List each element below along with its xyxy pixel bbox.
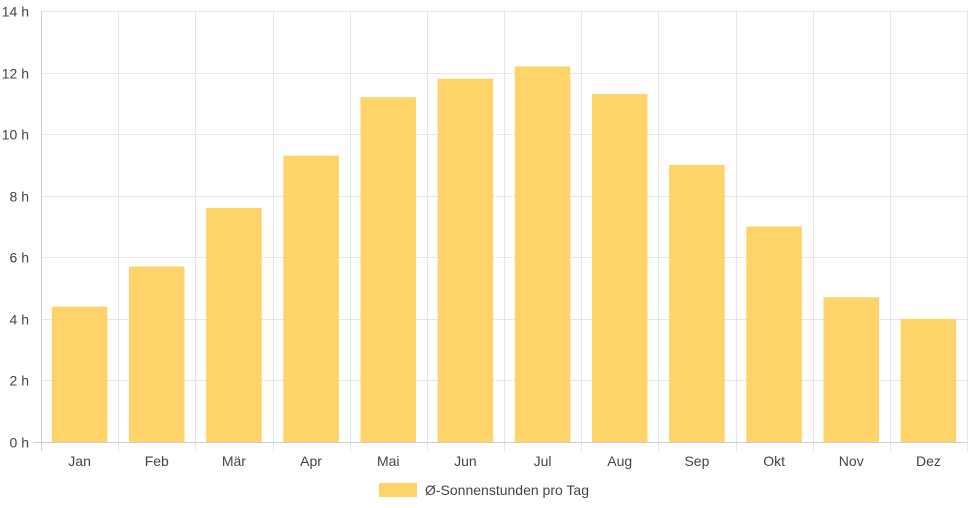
x-tick-label: Mär (222, 453, 246, 469)
grid (41, 11, 968, 451)
y-tick-label: 12 h (2, 66, 29, 82)
y-tick-label: 4 h (10, 312, 29, 328)
bar-Okt[interactable] (746, 226, 802, 443)
bar-Jun[interactable] (437, 78, 494, 442)
x-tick-label: Mai (377, 453, 400, 469)
y-tick-label: 2 h (10, 373, 29, 389)
x-tick-label: Feb (145, 453, 169, 469)
x-tick-label: Apr (300, 453, 322, 469)
bars (51, 66, 957, 443)
bar-Mär[interactable] (206, 208, 262, 442)
x-tick-label: Nov (839, 453, 864, 469)
x-tick-label: Dez (916, 453, 941, 469)
axes: 0 h 2 h 4 h 6 h 8 h 10 h 12 h 14 h Jan Feb Mär Apr M… (2, 4, 967, 469)
bar-Apr[interactable] (283, 155, 339, 442)
x-tick-label: Jan (68, 453, 91, 469)
x-tick-label: Jul (534, 453, 552, 469)
y-tick-label: 8 h (10, 189, 29, 205)
legend-label: Ø-Sonnenstunden pro Tag (425, 482, 589, 498)
x-tick-label: Sep (684, 453, 709, 469)
bar-Mai[interactable] (360, 97, 417, 442)
x-tick-label: Aug (607, 453, 632, 469)
y-tick-label: 14 h (2, 4, 29, 20)
bar-Dez[interactable] (900, 318, 957, 442)
legend[interactable]: Ø-Sonnenstunden pro Tag (379, 482, 589, 498)
x-tick-label: Okt (763, 453, 785, 469)
y-tick-label: 10 h (2, 127, 29, 143)
legend-swatch (379, 483, 417, 497)
y-tick-label: 6 h (10, 250, 29, 266)
y-tick-label: 0 h (10, 435, 29, 451)
bar-Feb[interactable] (128, 266, 185, 442)
bar-Sep[interactable] (669, 164, 725, 442)
bar-Jan[interactable] (51, 306, 108, 442)
bar-Jul[interactable] (514, 66, 571, 442)
bar-Aug[interactable] (591, 94, 648, 443)
bar-Nov[interactable] (823, 297, 880, 442)
x-tick-label: Jun (454, 453, 477, 469)
